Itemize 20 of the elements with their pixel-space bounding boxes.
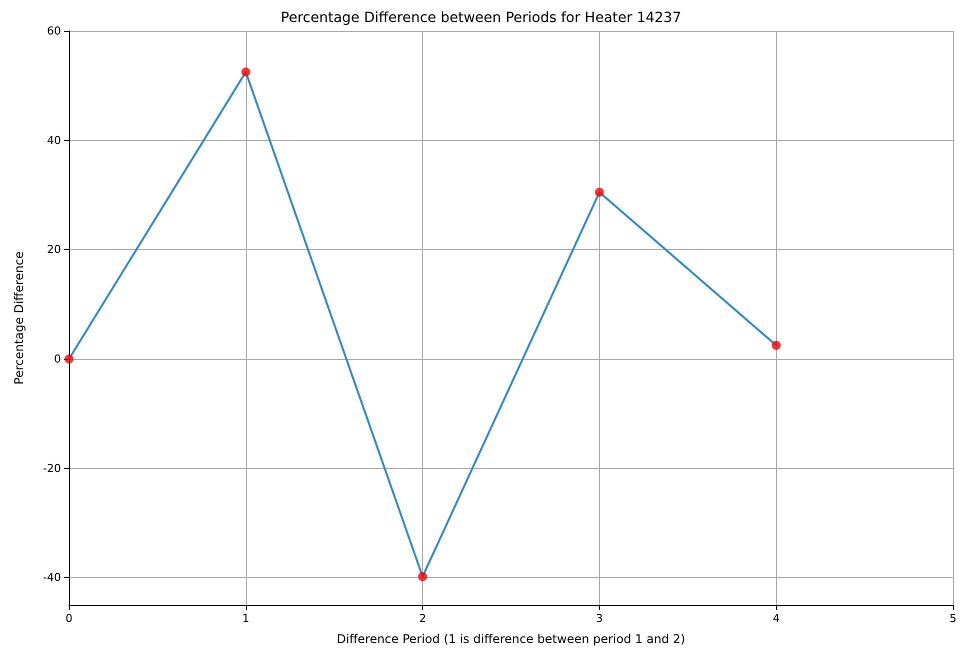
x-axis-title: Difference Period (1 is difference between period 1 and 2) <box>336 632 686 646</box>
y-tick-label: 40 <box>47 134 61 147</box>
x-tick-label: 3 <box>596 612 603 625</box>
y-tick-label: 20 <box>47 243 61 256</box>
chart-title: Percentage Difference between Periods for Heater 14237 <box>280 10 682 26</box>
x-tick-label: 4 <box>772 612 780 625</box>
y-tick-label: 60 <box>47 24 61 38</box>
point <box>418 572 428 582</box>
x-tick-label: 2 <box>419 612 426 625</box>
x-tick-label: 0 <box>66 612 72 625</box>
point <box>594 188 604 197</box>
point <box>241 68 250 76</box>
x-tick-label: 5 <box>950 612 956 625</box>
point <box>64 354 74 364</box>
y-tick-label: -40 <box>43 571 61 584</box>
point <box>772 340 781 350</box>
y-tick-label: 0 <box>54 352 61 366</box>
x-tick-label: 1 <box>242 612 250 625</box>
y-axis-title: Percentage Difference <box>12 251 26 385</box>
y-tick-label: -20 <box>43 462 61 475</box>
